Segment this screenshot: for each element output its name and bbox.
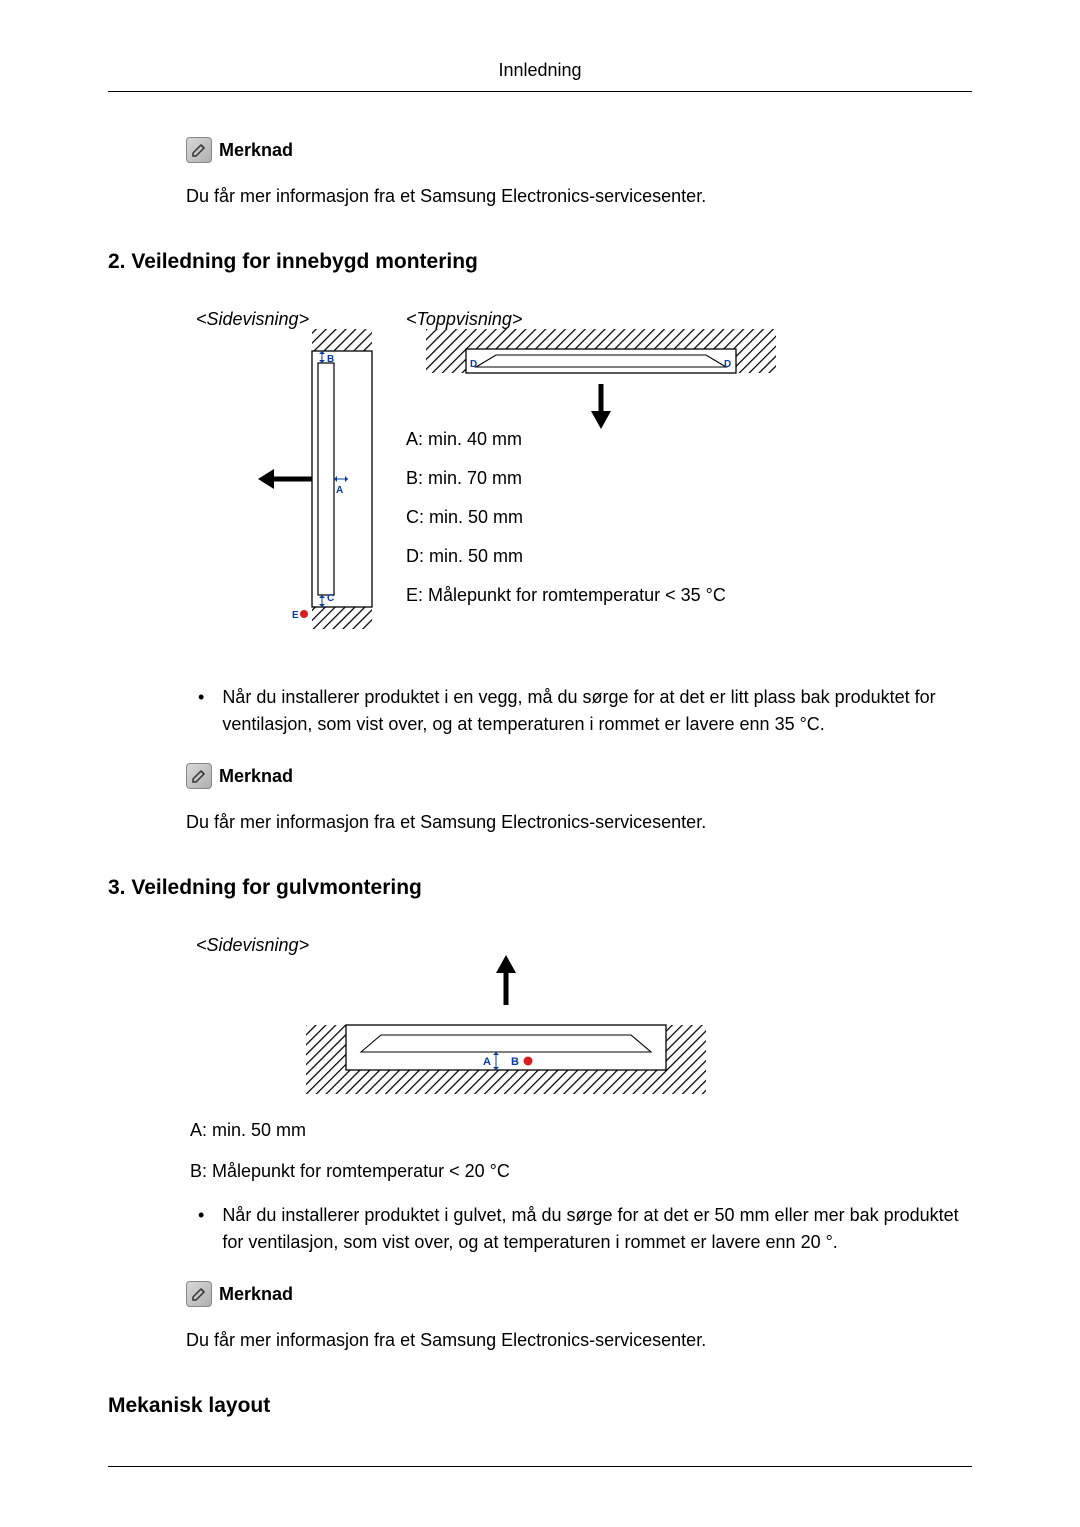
dim-a: A: min. 40 mm — [406, 429, 726, 450]
svg-text:D: D — [724, 359, 731, 370]
note-3-text: Du får mer informasjon fra et Samsung El… — [186, 1327, 962, 1354]
floor-dim-b: B: Målepunkt for romtemperatur < 20 °C — [190, 1161, 962, 1182]
heading-section-3: 3. Veiledning for gulvmontering — [108, 876, 962, 900]
side-view-diagram-icon: B A C E — [256, 329, 396, 649]
pencil-icon — [186, 137, 212, 163]
bullet-icon: • — [198, 684, 204, 738]
diagram-floor-mount: <Sidevisning> — [186, 935, 962, 1100]
heading-section-2: 2. Veiledning for innebygd montering — [108, 250, 962, 274]
dim-c: C: min. 50 mm — [406, 507, 726, 528]
top-view-label: <Toppvisning> — [406, 309, 522, 330]
bullet-1-text: Når du installerer produktet i en vegg, … — [222, 684, 962, 738]
side-view-label: <Sidevisning> — [196, 309, 309, 330]
dim-e: E: Målepunkt for romtemperatur < 35 °C — [406, 585, 726, 606]
note-1-text: Du får mer informasjon fra et Samsung El… — [186, 183, 962, 210]
pencil-icon — [186, 1281, 212, 1307]
pencil-icon — [186, 763, 212, 789]
svg-text:B: B — [511, 1056, 519, 1068]
note-2-text: Du får mer informasjon fra et Samsung El… — [186, 809, 962, 836]
page-header: Innledning — [108, 60, 972, 92]
bullet-2: • Når du installerer produktet i gulvet,… — [186, 1202, 962, 1256]
heading-section-4: Mekanisk layout — [108, 1394, 962, 1418]
note-1: Merknad — [186, 137, 962, 163]
diagram-wall-mount: <Sidevisning> <Toppvisning> — [186, 309, 962, 649]
svg-text:A: A — [336, 485, 343, 496]
svg-text:D: D — [470, 359, 477, 370]
svg-text:B: B — [327, 354, 334, 365]
floor-diagram-icon: A B — [306, 945, 706, 1100]
floor-dim-a: A: min. 50 mm — [190, 1120, 962, 1141]
bullet-icon: • — [198, 1202, 204, 1256]
svg-text:A: A — [483, 1056, 491, 1068]
note-3: Merknad — [186, 1281, 962, 1307]
svg-text:E: E — [292, 610, 299, 621]
note-2-label: Merknad — [219, 766, 293, 787]
footer-rule — [108, 1466, 972, 1467]
dim-b: B: min. 70 mm — [406, 468, 726, 489]
diagram-2-dimensions: A: min. 50 mm B: Målepunkt for romtemper… — [186, 1120, 962, 1182]
bullet-2-text: Når du installerer produktet i gulvet, m… — [222, 1202, 962, 1256]
svg-text:C: C — [327, 593, 334, 604]
diagram-1-dimensions: A: min. 40 mm B: min. 70 mm C: min. 50 m… — [406, 429, 726, 624]
top-view-diagram-icon: D D — [426, 329, 776, 434]
side-view-label-2: <Sidevisning> — [196, 935, 309, 956]
note-2: Merknad — [186, 763, 962, 789]
note-3-label: Merknad — [219, 1284, 293, 1305]
note-1-label: Merknad — [219, 140, 293, 161]
bullet-1: • Når du installerer produktet i en vegg… — [186, 684, 962, 738]
dim-d: D: min. 50 mm — [406, 546, 726, 567]
